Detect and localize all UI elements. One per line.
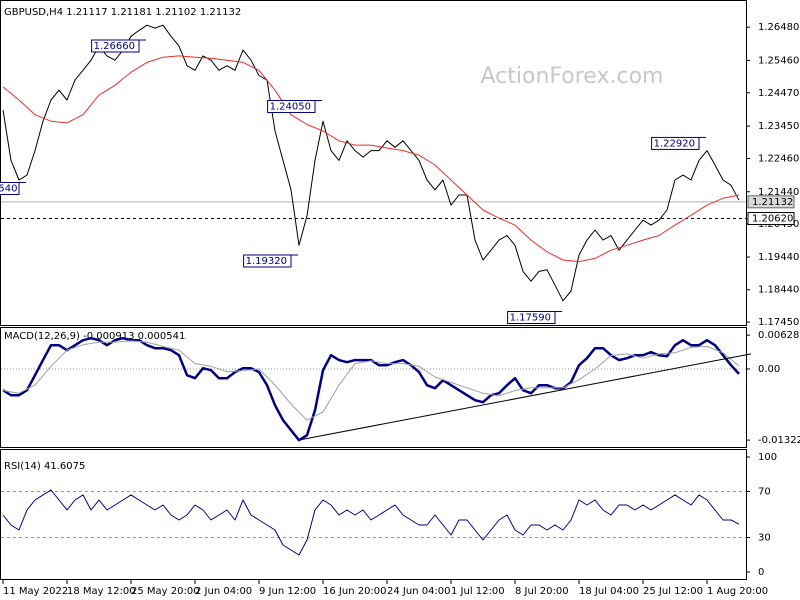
level-label: 1.20620 [752,214,793,225]
annotation-label: 1.26660 [94,41,135,52]
x-tick-label: 2 Jun 04:00 [195,586,252,597]
y-tick-label: 0.00 [758,364,780,375]
pane-title: GBPUSD,H4 1.21117 1.21181 1.21102 1.2113… [4,7,241,18]
annotation-label: 540 [0,183,17,194]
annotation-label: 1.24050 [270,102,311,113]
annotation-box [0,181,20,195]
series-line [2,336,740,442]
x-tick-label: 1 Jul 12:00 [451,586,505,597]
y-tick-label: -0.013223 [758,435,800,446]
y-tick-label: 0.006285 [758,330,800,341]
annotation-box [243,254,292,268]
x-tick-label: 25 May 20:00 [131,586,200,597]
x-tick-label: 24 Jun 04:00 [387,586,451,597]
x-tick-label: 25 Jul 12:00 [643,586,703,597]
annotation-label: 1.22920 [654,138,695,149]
series-line [2,340,740,421]
y-tick-label: 70 [758,487,771,498]
trendline [298,353,752,441]
series-line [2,55,740,263]
annotation-label: 1.17590 [510,312,551,323]
y-tick-label: 1.22460 [758,153,799,164]
level-box [747,212,795,226]
annotation-label: 1.19320 [246,256,287,267]
x-tick-label: 16 Jun 20:00 [323,586,387,597]
price-pane [0,0,747,326]
x-tick-label: 9 Jun 12:00 [259,586,316,597]
annotation-box [267,100,316,114]
watermark: ActionForex.com [481,64,664,89]
macd-pane [0,327,747,448]
y-tick-label: 1.25460 [758,55,799,66]
x-tick-label: 8 Jul 20:00 [515,586,569,597]
series-line [2,489,740,556]
rsi-pane [0,449,747,580]
annotation-box [651,136,700,150]
y-tick-label: 1.21440 [758,187,799,198]
x-tick-label: 11 May 2022 [3,586,68,597]
x-tick-label: 1 Aug 20:00 [707,586,768,597]
last-price-box [747,195,795,209]
y-tick-label: 1.17450 [758,317,799,328]
y-tick-label: 1.19440 [758,252,799,263]
y-tick-label: 0 [758,567,764,578]
y-tick-label: 1.26480 [758,22,799,33]
pane-title: RSI(14) 41.6075 [4,461,85,472]
y-tick-label: 1.18440 [758,285,799,296]
y-tick-label: 100 [758,452,777,463]
annotation-box [507,310,556,324]
pane-title: MACD(12,26,9) -0.000913 0.000541 [4,331,185,342]
last-price-label: 1.21132 [752,197,793,208]
y-tick-label: 1.24470 [758,88,799,99]
annotation-box [91,39,140,53]
y-tick-label: 30 [758,533,771,544]
x-tick-label: 18 May 12:00 [67,586,136,597]
y-tick-label: 1.23450 [758,121,799,132]
x-tick-label: 18 Jul 04:00 [579,586,639,597]
